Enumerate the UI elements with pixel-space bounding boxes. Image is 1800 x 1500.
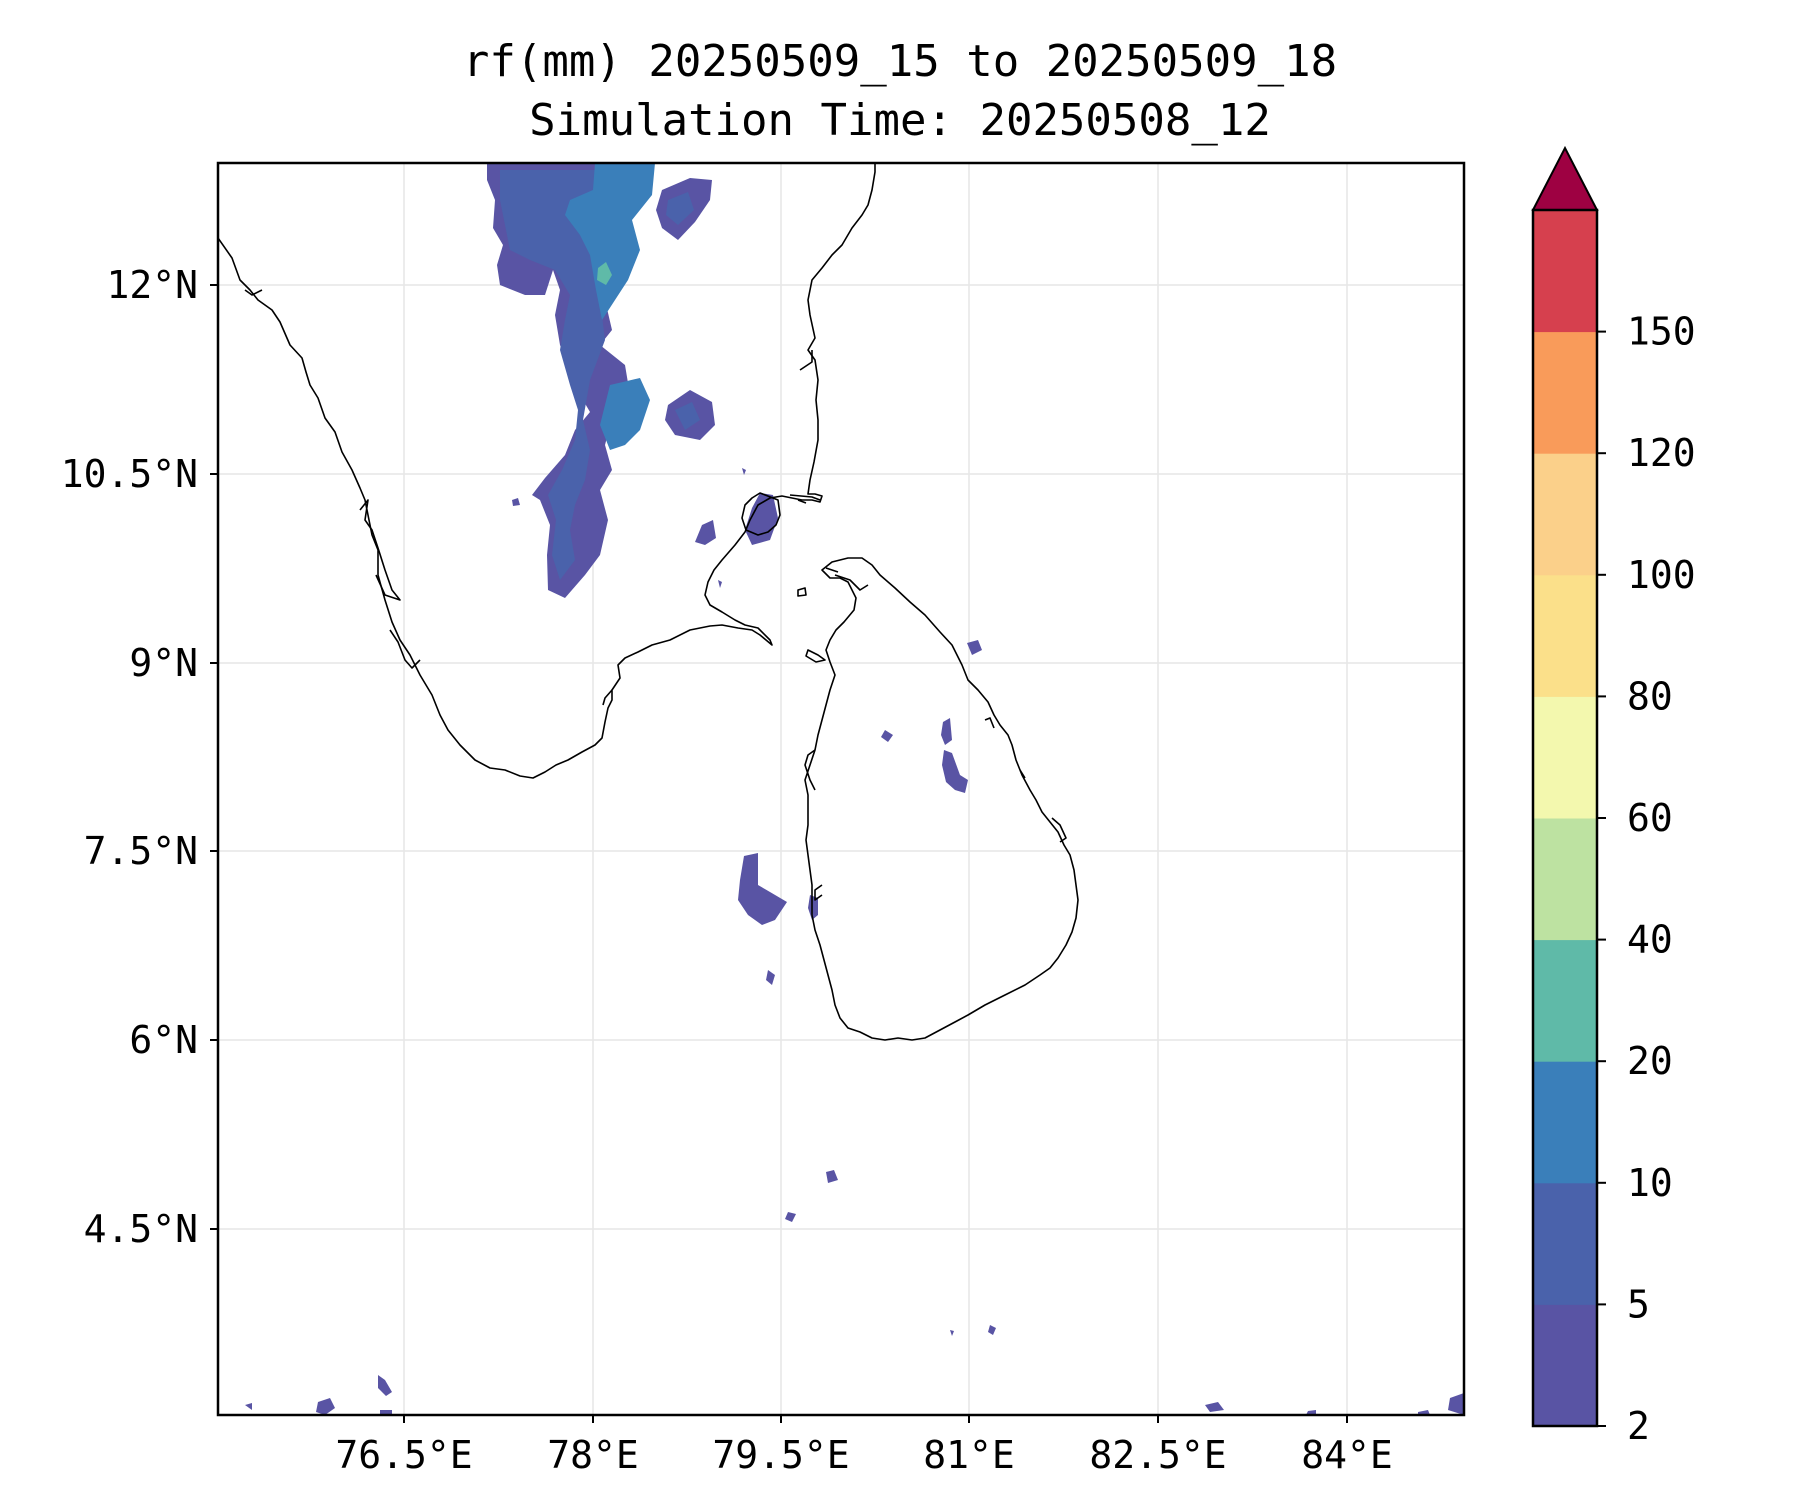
rain-cell-srilanka-north: [941, 718, 968, 793]
gridlines: [218, 163, 1464, 1415]
colorbar-tick-label: 150: [1627, 310, 1696, 354]
lat-label: 12°N: [106, 263, 198, 307]
rain-cell-20-40: [597, 262, 612, 285]
lat-axis-labels: 12°N 10.5°N 9°N 7.5°N 6°N 4.5°N: [61, 263, 198, 1251]
coastline-srilanka-east-inlets: [984, 717, 1067, 843]
lat-label: 7.5°N: [84, 829, 198, 873]
rain-cell-center-10-20: [600, 378, 650, 450]
coastline-srilanka: [804, 557, 1079, 1041]
rain-cell-small-4: [967, 640, 982, 655]
coastline-mannar: [789, 494, 821, 504]
coastlines: [218, 163, 1079, 1041]
rain-cell-northeast-core: [666, 192, 694, 225]
colorbar-segment: [1533, 1304, 1597, 1427]
lat-label: 10.5°N: [61, 452, 198, 496]
colorbar-tick-label: 60: [1627, 796, 1673, 840]
colorbar-tick-label: 40: [1627, 918, 1673, 962]
colorbar-tick-label: 80: [1627, 674, 1673, 718]
colorbar: 2 5 10 20 40 60 80 100 120 150: [1531, 145, 1696, 1448]
coastline-india-inlet-3: [389, 629, 421, 669]
colorbar-segment: [1533, 574, 1597, 697]
colorbar-segment: [1533, 210, 1597, 333]
colorbar-tick-label: 120: [1627, 431, 1696, 475]
rain-cell-small-1: [808, 895, 818, 920]
colorbar-segment: [1533, 331, 1597, 454]
colorbar-segment: [1533, 818, 1597, 941]
coastline-india-inlet-2: [359, 499, 401, 601]
lon-axis-labels: 76.5°E 78°E 79.5°E 81°E 82.5°E 84°E: [335, 1433, 1392, 1477]
lon-label: 76.5°E: [335, 1433, 472, 1477]
lat-label: 6°N: [129, 1018, 198, 1062]
colorbar-segment: [1533, 1182, 1597, 1305]
coastline-india-inlet-1: [244, 289, 813, 371]
colorbar-segment: [1533, 939, 1597, 1062]
colorbar-segment: [1533, 453, 1597, 576]
coastline-islet-2: [805, 649, 826, 663]
rain-cell-palk-strait: [745, 493, 778, 545]
lon-label: 84°E: [1301, 1433, 1393, 1477]
coastline-pamban: [741, 492, 781, 536]
colorbar-segment: [1533, 696, 1597, 819]
map-frame: [216, 161, 1466, 1417]
colorbar-extend-arrow: [1531, 145, 1599, 211]
lat-label: 9°N: [129, 641, 198, 685]
colorbar-segment: [1533, 1061, 1597, 1184]
colorbar-tick-label: 5: [1627, 1282, 1650, 1326]
rain-cell-palk-small: [695, 520, 716, 545]
lon-label: 82.5°E: [1089, 1433, 1226, 1477]
map-panel: 76.5°E 78°E 79.5°E 81°E 82.5°E 84°E 12°N…: [61, 161, 1466, 1477]
lon-label: 81°E: [923, 1433, 1015, 1477]
rain-cell-small-3: [881, 730, 893, 742]
colorbar-tick-label: 100: [1627, 553, 1696, 597]
map-background: [218, 163, 1464, 1415]
rain-cell-srilanka-west-sea: [738, 853, 787, 925]
rain-cell-north-10-20: [565, 163, 655, 320]
rainfall-contours: [245, 163, 1464, 1415]
colorbar-tick-label: 10: [1627, 1161, 1673, 1205]
coastline-puttalam: [804, 749, 823, 901]
lat-label: 4.5°N: [84, 1207, 198, 1251]
rain-cell-small-2: [766, 970, 775, 985]
coastline-jaffna-lagoon: [825, 567, 869, 591]
rain-cell-small-5: [785, 1170, 838, 1222]
colorbar-tick-label: 2: [1627, 1404, 1650, 1448]
rain-band-north-5-10: [500, 170, 610, 580]
coastline-india-inlet-4: [602, 689, 613, 706]
coastline-islet-1: [797, 587, 807, 597]
rain-cell-east-core: [675, 402, 700, 430]
colorbar-tick-label: 20: [1627, 1039, 1673, 1083]
lon-label: 79.5°E: [712, 1433, 849, 1477]
chart-title-line-1: rf(mm) 20250509_15 to 20250509_18: [462, 36, 1338, 87]
axis-ticks: [210, 284, 1348, 1423]
chart-title-line-2: Simulation Time: 20250508_12: [529, 95, 1271, 146]
lon-label: 78°E: [547, 1433, 639, 1477]
